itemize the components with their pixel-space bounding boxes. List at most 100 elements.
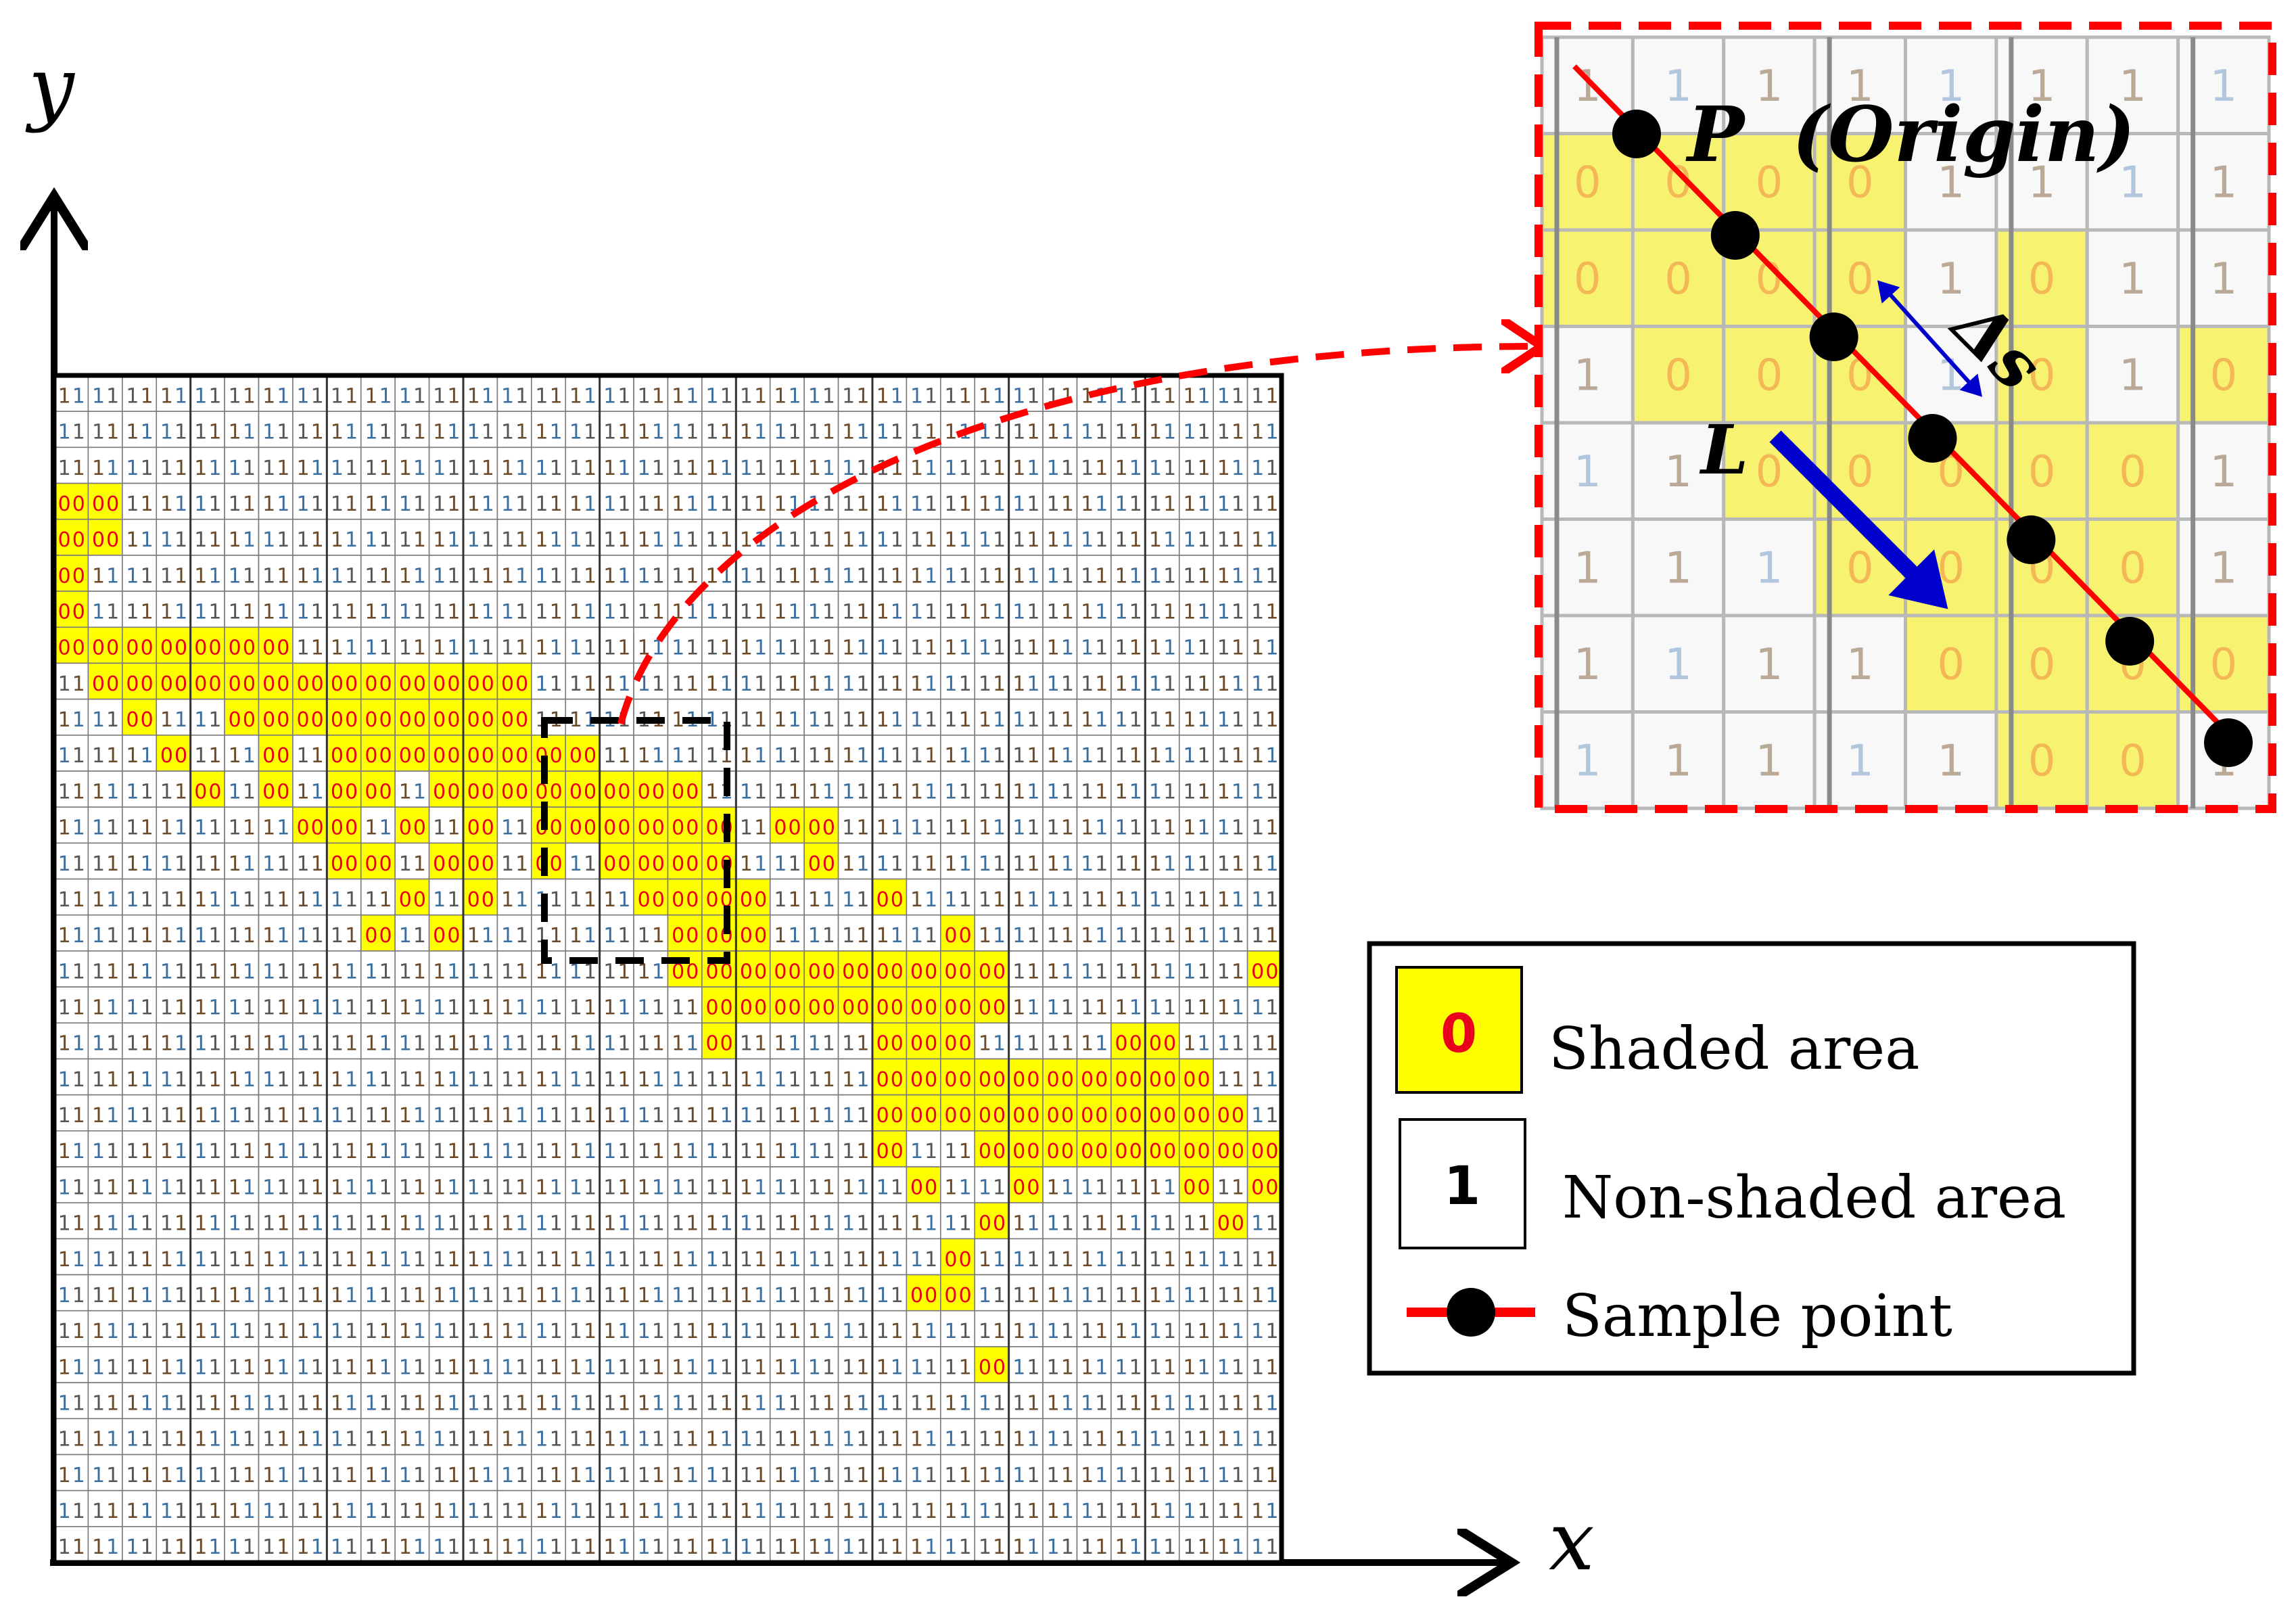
nonshaded-cell-value: 1 xyxy=(126,457,139,480)
shaded-cell-value: 0 xyxy=(447,744,460,768)
nonshaded-cell-value: 1 xyxy=(910,1535,923,1559)
nonshaded-cell-value: 1 xyxy=(638,601,651,624)
nonshaded-cell-value: 1 xyxy=(126,1500,139,1523)
nonshaded-cell-value: 1 xyxy=(993,637,1006,660)
nonshaded-cell xyxy=(872,626,908,664)
nonshaded-cell-value: 1 xyxy=(808,1320,821,1343)
nonshaded-cell-value: 1 xyxy=(876,492,889,516)
shaded-cell-value: 0 xyxy=(58,528,71,552)
y-axis-label: y xyxy=(25,41,76,135)
nonshaded-cell-value: 1 xyxy=(686,457,699,480)
nonshaded-cell-value: 1 xyxy=(1232,1032,1244,1056)
nonshaded-cell-value: 1 xyxy=(365,1140,377,1163)
nonshaded-cell xyxy=(87,806,123,844)
nonshaded-cell-value: 1 xyxy=(740,528,753,552)
nonshaded-cell-value: 1 xyxy=(808,1428,821,1452)
nonshaded-cell-value: 1 xyxy=(1061,637,1074,660)
nonshaded-cell xyxy=(292,735,328,772)
nonshaded-cell-value: 1 xyxy=(993,672,1006,696)
nonshaded-cell-value: 1 xyxy=(379,960,392,984)
zoom-shaded-value: 0 xyxy=(1937,544,1965,594)
nonshaded-cell-value: 1 xyxy=(379,384,392,408)
nonshaded-cell-value: 1 xyxy=(1232,708,1244,732)
nonshaded-cell-value: 1 xyxy=(72,1104,85,1128)
nonshaded-cell-value: 1 xyxy=(126,1535,139,1559)
nonshaded-cell-value: 1 xyxy=(550,888,563,912)
nonshaded-cell-value: 1 xyxy=(413,601,426,624)
nonshaded-cell-value: 1 xyxy=(72,1320,85,1343)
nonshaded-cell-value: 1 xyxy=(686,421,699,444)
nonshaded-cell-value: 1 xyxy=(993,888,1006,912)
nonshaded-cell-value: 1 xyxy=(311,1068,324,1092)
nonshaded-cell-value: 1 xyxy=(174,1464,187,1487)
nonshaded-cell-value: 1 xyxy=(331,1212,344,1236)
nonshaded-cell-value: 1 xyxy=(822,1104,835,1128)
nonshaded-cell-value: 1 xyxy=(229,457,241,480)
shaded-cell-value: 0 xyxy=(482,780,494,804)
nonshaded-cell-value: 1 xyxy=(924,1464,937,1487)
nonshaded-cell-value: 1 xyxy=(686,1032,699,1056)
nonshaded-cell-value: 1 xyxy=(672,1248,684,1272)
nonshaded-cell-value: 1 xyxy=(1027,1212,1039,1236)
shaded-cell-value: 0 xyxy=(705,888,718,912)
nonshaded-cell-value: 1 xyxy=(944,708,957,732)
nonshaded-cell-value: 1 xyxy=(603,492,616,516)
nonshaded-cell-value: 1 xyxy=(296,564,309,588)
shaded-cell-value: 0 xyxy=(1061,1068,1074,1092)
nonshaded-cell-value: 1 xyxy=(262,457,275,480)
nonshaded-cell-value: 1 xyxy=(433,1284,446,1308)
nonshaded-cell-value: 1 xyxy=(433,1464,446,1487)
nonshaded-cell-value: 1 xyxy=(1027,1392,1039,1416)
zoom-nonshaded-value: 1 xyxy=(1664,737,1692,787)
nonshaded-cell-value: 1 xyxy=(447,960,460,984)
nonshaded-cell-value: 1 xyxy=(243,492,256,516)
nonshaded-cell-value: 1 xyxy=(482,492,494,516)
nonshaded-cell-value: 1 xyxy=(754,672,767,696)
nonshaded-cell-value: 1 xyxy=(1115,1356,1127,1379)
nonshaded-cell-value: 1 xyxy=(584,421,596,444)
nonshaded-cell-value: 1 xyxy=(92,924,105,948)
nonshaded-cell-value: 1 xyxy=(705,1248,718,1272)
nonshaded-cell-value: 1 xyxy=(515,1032,528,1056)
shaded-cell-value: 0 xyxy=(72,601,85,624)
shaded-cell-value: 0 xyxy=(672,852,684,876)
nonshaded-cell-value: 1 xyxy=(603,457,616,480)
nonshaded-cell-value: 1 xyxy=(447,1500,460,1523)
nonshaded-cell-value: 1 xyxy=(891,816,904,840)
nonshaded-cell-value: 1 xyxy=(92,1140,105,1163)
nonshaded-cell-value: 1 xyxy=(92,1535,105,1559)
nonshaded-cell-value: 1 xyxy=(617,1176,630,1199)
nonshaded-cell xyxy=(974,698,1010,736)
nonshaded-cell-value: 1 xyxy=(808,1284,821,1308)
nonshaded-cell-value: 1 xyxy=(979,1032,991,1056)
nonshaded-cell-value: 1 xyxy=(243,816,256,840)
nonshaded-cell-value: 1 xyxy=(160,816,173,840)
nonshaded-cell xyxy=(837,555,873,592)
nonshaded-cell-value: 1 xyxy=(413,1284,426,1308)
nonshaded-cell-value: 1 xyxy=(740,1104,753,1128)
shaded-cell-value: 0 xyxy=(740,996,753,1020)
nonshaded-cell-value: 1 xyxy=(603,960,616,984)
nonshaded-cell-value: 1 xyxy=(584,1464,596,1487)
nonshaded-cell-value: 1 xyxy=(856,384,869,408)
nonshaded-cell-value: 1 xyxy=(1095,1248,1108,1272)
nonshaded-cell-value: 1 xyxy=(126,960,139,984)
nonshaded-cell-value: 1 xyxy=(1251,780,1264,804)
nonshaded-cell-value: 1 xyxy=(413,421,426,444)
nonshaded-cell-value: 1 xyxy=(603,1535,616,1559)
nonshaded-cell-value: 1 xyxy=(808,780,821,804)
nonshaded-cell-value: 1 xyxy=(1129,852,1142,876)
nonshaded-cell-value: 1 xyxy=(1149,528,1162,552)
nonshaded-cell xyxy=(122,446,158,484)
zoom-shaded-value: 0 xyxy=(2209,351,2237,401)
nonshaded-cell-value: 1 xyxy=(331,637,344,660)
shaded-cell-value: 0 xyxy=(262,672,275,696)
nonshaded-cell-value: 1 xyxy=(1081,1320,1094,1343)
nonshaded-cell-value: 1 xyxy=(740,1212,753,1236)
shaded-cell-value: 0 xyxy=(296,672,309,696)
nonshaded-cell-value: 1 xyxy=(92,564,105,588)
nonshaded-cell-value: 1 xyxy=(822,601,835,624)
nonshaded-cell-value: 1 xyxy=(467,1392,480,1416)
nonshaded-cell-value: 1 xyxy=(399,528,412,552)
shaded-cell-value: 0 xyxy=(365,672,377,696)
